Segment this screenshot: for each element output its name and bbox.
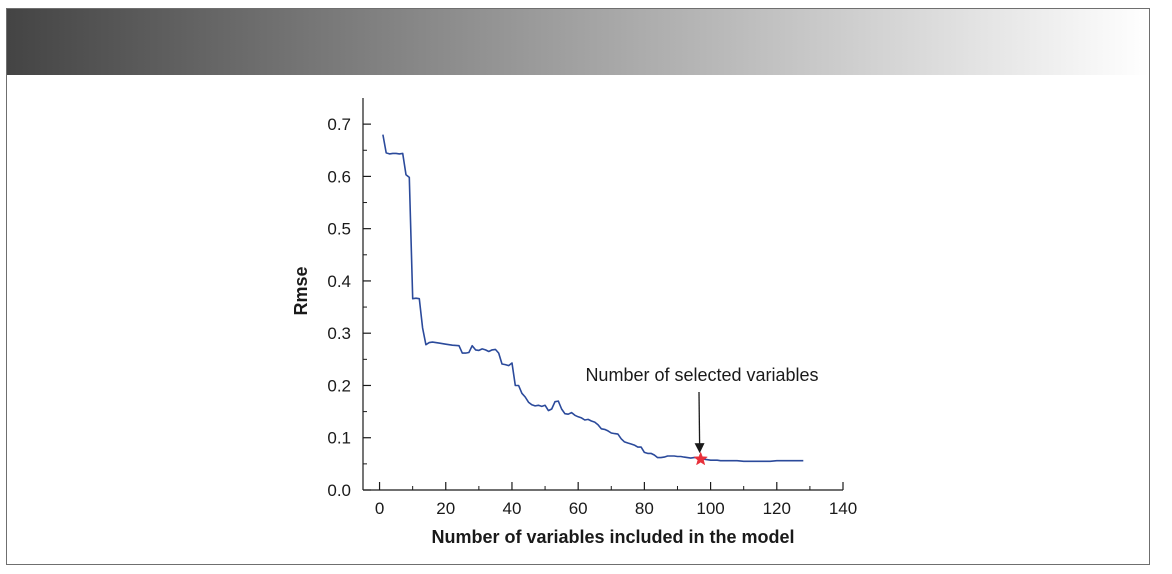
- y-tick-label: 0.7: [327, 115, 351, 134]
- x-axis-title: Number of variables included in the mode…: [431, 527, 794, 547]
- series-layer: [382, 134, 804, 463]
- y-tick-label: 0.5: [327, 220, 351, 239]
- x-tick-label: 100: [696, 499, 724, 518]
- y-tick-label: 0.0: [327, 481, 351, 500]
- x-tick-label: 140: [829, 499, 857, 518]
- x-tick-label: 80: [635, 499, 654, 518]
- x-tick-label: 40: [503, 499, 522, 518]
- header-band: [7, 9, 1149, 75]
- x-tick-label: 0: [375, 499, 384, 518]
- highlight-layer: [693, 451, 708, 466]
- x-tick-label: 20: [436, 499, 455, 518]
- x-tick-label: 120: [763, 499, 791, 518]
- y-tick-label: 0.4: [327, 272, 351, 291]
- annotation-layer: Number of selected variables: [585, 365, 819, 454]
- figure-frame: [6, 8, 1150, 565]
- y-tick-label: 0.1: [327, 429, 351, 448]
- y-tick-label: 0.6: [327, 167, 351, 186]
- y-tick-label: 0.2: [327, 376, 351, 395]
- y-axis-title: Rmse: [291, 266, 311, 315]
- annotation-arrow: [694, 391, 705, 454]
- rmse-series-line: [382, 134, 804, 463]
- selected-point-star-icon: [693, 451, 708, 466]
- axes: 0.0 0.1 0.2 0.3 0.4 0.5 0.6 0.7 0 20 40 60 80 100 120 1…: [327, 98, 857, 518]
- x-tick-label: 60: [569, 499, 588, 518]
- annotation-label: Number of selected variables: [585, 365, 818, 385]
- y-tick-label: 0.3: [327, 324, 351, 343]
